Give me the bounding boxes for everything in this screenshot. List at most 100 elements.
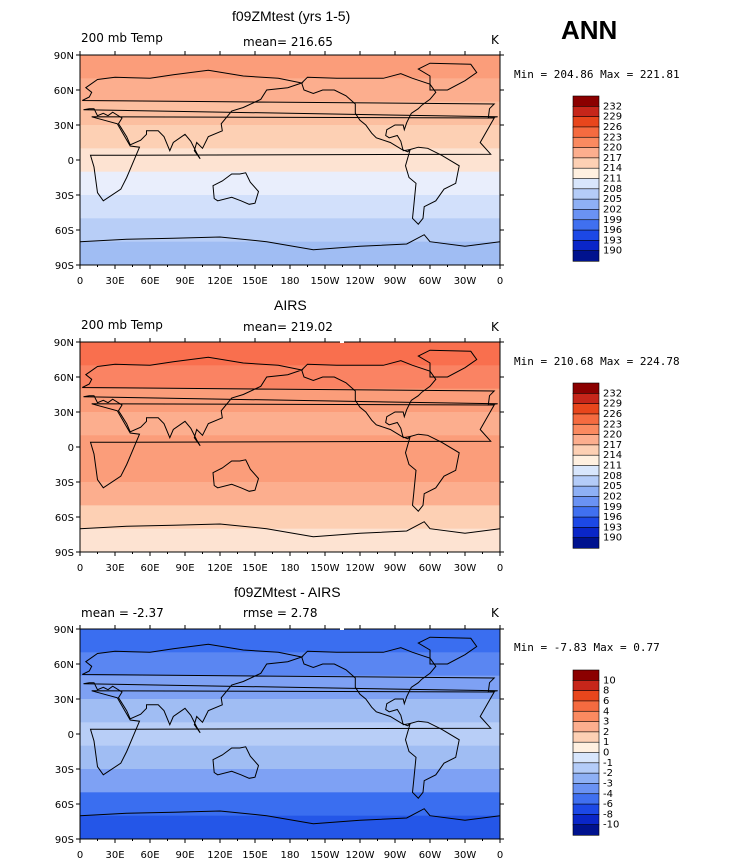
- colorbar-label: 220: [603, 430, 622, 441]
- coastline-north-america: [301, 360, 437, 440]
- colorbar-label: 211: [603, 461, 622, 472]
- colorbar-label: 217: [603, 440, 622, 451]
- panel-3-center-label: rmse = 2.78: [243, 606, 318, 620]
- colorbar-swatch: [572, 198, 600, 211]
- contour-band: [80, 218, 500, 243]
- colorbar-label: 226: [603, 122, 622, 133]
- x-tick-label: 60W: [419, 563, 442, 574]
- panel-2-stats: Min = 210.68 Max = 224.78: [514, 355, 680, 368]
- panel-1-units: K: [491, 33, 499, 47]
- coastline-australia: [212, 459, 260, 492]
- x-tick-label: 150W: [311, 563, 340, 574]
- y-tick-label: 60S: [55, 226, 74, 237]
- y-tick-label: 60N: [54, 86, 74, 97]
- colorbar-swatch: [572, 454, 600, 467]
- contour-band: [80, 55, 500, 79]
- contour-band: [80, 365, 500, 390]
- panel-1-title: f09ZMtest (yrs 1-5): [232, 8, 351, 24]
- x-tick-label: 120W: [346, 276, 375, 287]
- y-tick-label: 90N: [54, 625, 74, 636]
- colorbar-label: 202: [603, 491, 622, 502]
- coastline-south-america: [404, 433, 460, 512]
- contour-band: [80, 815, 500, 839]
- x-tick-label: 150E: [242, 563, 267, 574]
- x-tick-label: 120W: [346, 850, 375, 861]
- y-tick-label: 30N: [54, 695, 74, 706]
- colorbar-label: 199: [603, 502, 622, 513]
- colorbar-swatch: [572, 762, 600, 774]
- colorbar-label: 208: [603, 471, 622, 482]
- colorbar-label: 1: [603, 737, 609, 748]
- colorbar-label: 2: [603, 727, 609, 738]
- colorbar-swatch: [572, 126, 600, 138]
- x-tick-label: 90E: [175, 850, 194, 861]
- x-tick-label: 150W: [311, 850, 340, 861]
- y-tick-label: 0: [68, 730, 74, 741]
- panel-1-colorbar: 2322292262232202172142112082052021991961…: [572, 95, 622, 262]
- colorbar-label: 232: [603, 101, 622, 112]
- colorbar-swatch: [572, 516, 600, 528]
- colorbar-swatch: [572, 690, 600, 702]
- x-tick-label: 0: [497, 276, 503, 287]
- panel-1-stats: Min = 204.86 Max = 221.81: [514, 68, 680, 81]
- panel-3-units: K: [491, 606, 499, 620]
- colorbar-swatch: [572, 444, 600, 456]
- contour-band: [80, 435, 500, 460]
- x-tick-label: 30E: [105, 563, 124, 574]
- x-tick-label: 0: [497, 850, 503, 861]
- y-tick-label: 90N: [54, 338, 74, 349]
- y-tick-label: 60S: [55, 800, 74, 811]
- colorbar-label: 226: [603, 409, 622, 420]
- x-tick-label: 60W: [419, 850, 442, 861]
- colorbar-swatch: [572, 485, 600, 498]
- y-tick-label: 0: [68, 443, 74, 454]
- contour-band: [80, 171, 500, 196]
- colorbar-label: 10: [603, 675, 616, 686]
- colorbar-label: 193: [603, 522, 622, 533]
- coastline-antarctica: [80, 808, 500, 825]
- colorbar-swatch: [572, 803, 600, 815]
- panel-3-stats: Min = -7.83 Max = 0.77: [514, 641, 660, 654]
- contour-band: [80, 458, 500, 483]
- contour-band: [80, 505, 500, 530]
- x-tick-label: 30E: [105, 276, 124, 287]
- colorbar-swatch: [572, 136, 600, 149]
- colorbar-swatch: [572, 783, 600, 795]
- x-tick-label: 90W: [384, 563, 407, 574]
- y-tick-label: 90N: [54, 51, 74, 62]
- colorbar-swatch: [572, 240, 600, 252]
- x-tick-label: 90E: [175, 276, 194, 287]
- x-tick-label: 90W: [384, 276, 407, 287]
- contour-band: [80, 769, 500, 793]
- colorbar-swatch: [572, 157, 600, 169]
- coastline-eurasia: [82, 356, 498, 447]
- colorbar-swatch: [572, 403, 600, 415]
- x-tick-label: 120W: [346, 563, 375, 574]
- colorbar-swatch: [572, 393, 600, 405]
- colorbar-label: 214: [603, 163, 622, 174]
- colorbar-swatch: [572, 178, 600, 190]
- colorbar-label: 229: [603, 399, 622, 410]
- y-tick-label: 30N: [54, 408, 74, 419]
- colorbar-swatch: [572, 669, 600, 681]
- pole-marker: [340, 340, 344, 343]
- colorbar-label: -8: [603, 809, 613, 820]
- colorbar-swatch: [572, 106, 600, 118]
- panel-2-left-label: 200 mb Temp: [81, 318, 163, 332]
- colorbar-label: 208: [603, 184, 622, 195]
- coastline-antarctica: [80, 521, 500, 538]
- colorbar-label: -1: [603, 758, 613, 769]
- colorbar-swatch: [572, 772, 600, 785]
- colorbar-label: 190: [603, 246, 622, 257]
- x-tick-label: 0: [77, 276, 83, 287]
- x-tick-label: 30W: [454, 276, 477, 287]
- y-tick-label: 90S: [55, 835, 74, 846]
- y-tick-label: 30S: [55, 191, 74, 202]
- colorbar-swatch: [572, 250, 600, 262]
- x-tick-label: 180: [280, 850, 299, 861]
- colorbar-label: 196: [603, 225, 622, 236]
- colorbar-swatch: [572, 475, 600, 487]
